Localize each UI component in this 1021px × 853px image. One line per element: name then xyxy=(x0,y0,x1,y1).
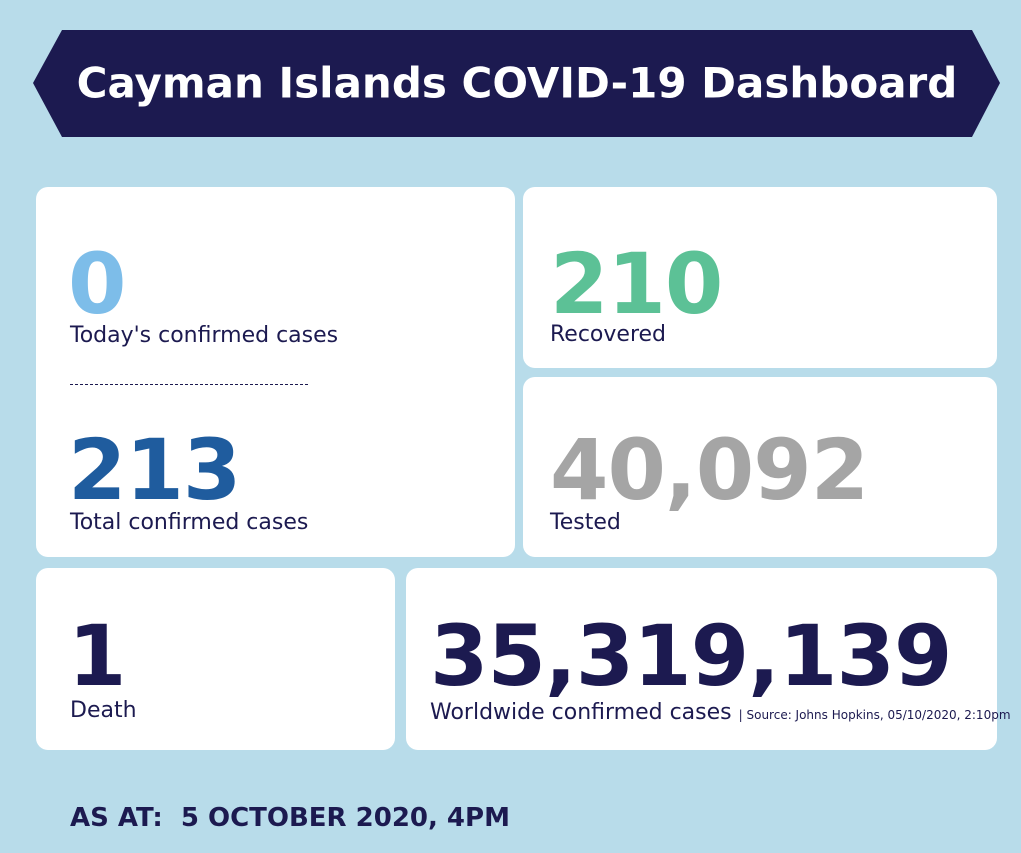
title: Cayman Islands COVID-19 Dashboard xyxy=(77,59,958,108)
stat-value: 35,319,139 xyxy=(430,607,952,705)
card xyxy=(523,377,997,557)
card xyxy=(523,187,997,368)
stat-label: Today's confirmed cases xyxy=(70,323,339,348)
banner: Cayman Islands COVID-19 Dashboard xyxy=(33,30,1000,137)
banner-shape xyxy=(33,30,1000,137)
stat-label: Tested xyxy=(550,510,621,535)
stat-value: 213 xyxy=(68,421,241,519)
card xyxy=(406,568,997,750)
stat-value: 40,092 xyxy=(550,421,869,519)
stat-value: 1 xyxy=(68,607,126,705)
stat-value: 210 xyxy=(550,235,723,333)
divider xyxy=(70,384,308,385)
stat-label-row: Worldwide confirmed cases | Source: John… xyxy=(430,700,1011,725)
stat-label: Death xyxy=(70,698,137,723)
as-at: AS AT: 5 OCTOBER 2020, 4PM xyxy=(70,803,510,833)
stat-label: Worldwide confirmed cases xyxy=(430,700,732,725)
card xyxy=(36,568,395,750)
stat-value: 0 xyxy=(68,235,126,333)
source-note: | Source: Johns Hopkins, 05/10/2020, 2:1… xyxy=(738,708,1011,722)
card xyxy=(36,187,515,557)
stat-label: Recovered xyxy=(550,322,667,347)
stat-label: Total confirmed cases xyxy=(70,510,309,535)
